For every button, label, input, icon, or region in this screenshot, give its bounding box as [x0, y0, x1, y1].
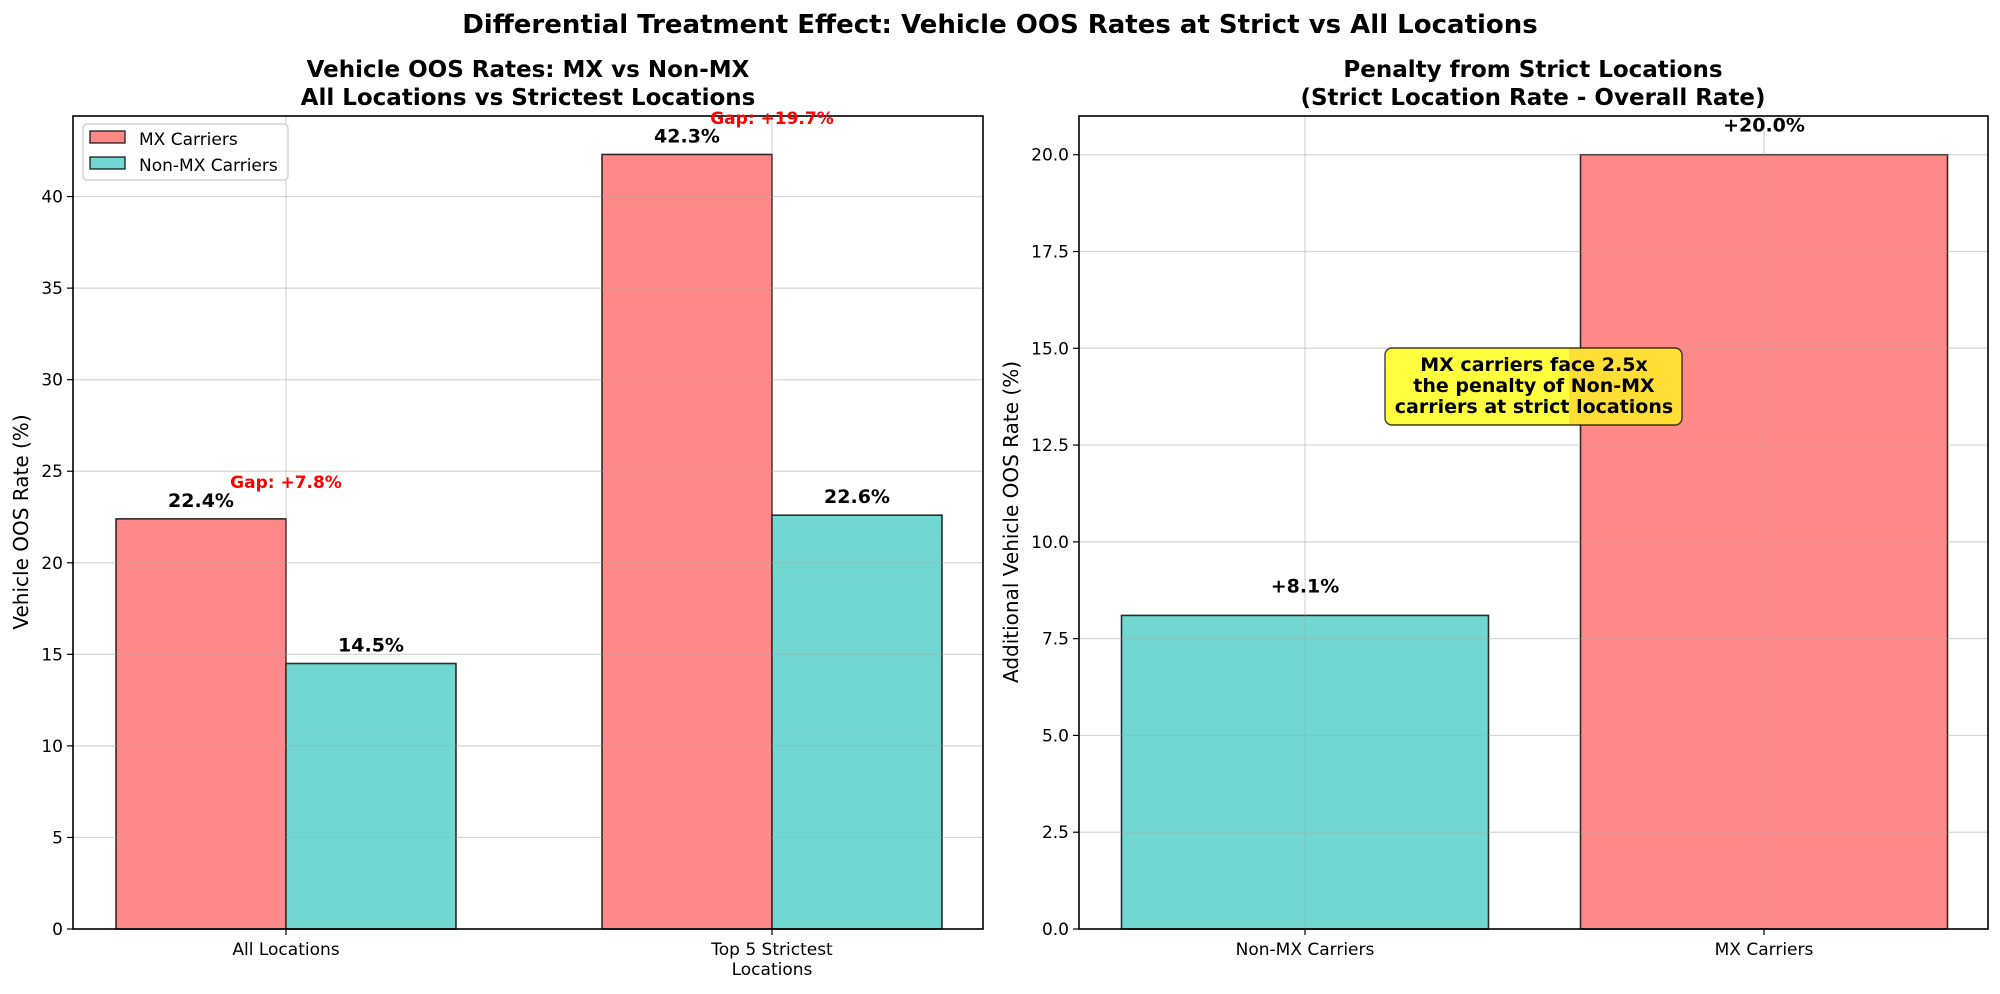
right-y-tick-label: 7.5 [1042, 630, 1069, 650]
legend-item-non-mx: Non-MX Carriers [89, 156, 278, 176]
left-y-tick-label: 25 [41, 462, 63, 482]
left-y-tick-label: 20 [41, 554, 63, 574]
left-chart-title-line-1: Vehicle OOS Rates: MX vs Non-MX [307, 57, 750, 83]
left-chart-title: Vehicle OOS Rates: MX vs Non-MX All Loca… [301, 57, 756, 111]
left-chart-frame [72, 115, 984, 930]
left-chart-y-ticks: 0 5 10 15 20 25 30 35 40 [41, 188, 73, 940]
annotation-callout: MX carriers face 2.5x the penalty of Non… [1384, 347, 1683, 426]
right-chart: Penalty from Strict Locations (Strict Lo… [999, 57, 1989, 960]
bar-value-label: +8.1% [1271, 575, 1340, 597]
gap-annotation: Gap: +19.7% [710, 109, 834, 129]
bar-value-label: 14.5% [338, 634, 404, 656]
right-x-tick-label: MX Carriers [1715, 940, 1814, 960]
legend-swatch-non-mx [89, 156, 126, 170]
bar-penalty-non-mx [1120, 614, 1490, 930]
annotation-line-3: carriers at strict locations [1395, 396, 1673, 418]
bar-non-mx-1 [771, 514, 943, 930]
legend-frame [82, 123, 289, 181]
left-y-tick-label: 15 [41, 645, 63, 665]
right-chart-frame [1078, 115, 1989, 930]
legend-item-mx: MX Carriers [89, 130, 238, 150]
bar-value-label: +20.0% [1723, 115, 1805, 137]
annotation-line-2: the penalty of Non-MX [1413, 375, 1655, 397]
left-y-tick-label: 10 [41, 737, 63, 757]
left-y-tick-label: 5 [52, 828, 63, 848]
right-chart-x-ticks: Non-MX Carriers MX Carriers [1236, 929, 1814, 960]
bar-value-label: 22.6% [824, 486, 890, 508]
right-chart-bar-labels: +8.1% +20.0% [1271, 115, 1805, 598]
bar-mx-0 [115, 518, 287, 930]
left-x-tick-label: Top 5 Strictest [710, 940, 833, 960]
right-chart-y-ticks: 0.0 2.5 5.0 7.5 10.0 12.5 15.0 17.5 20.0 [1031, 146, 1079, 940]
right-chart-title-line-1: Penalty from Strict Locations [1343, 57, 1722, 83]
left-y-tick-label: 30 [41, 371, 63, 391]
left-y-tick-label: 0 [52, 920, 63, 940]
legend-label-non-mx: Non-MX Carriers [139, 156, 278, 176]
right-chart-y-axis-label: Additional Vehicle OOS Rate (%) [999, 361, 1023, 683]
right-y-tick-label: 17.5 [1031, 243, 1069, 263]
legend-label-mx: MX Carriers [139, 130, 238, 150]
left-chart-title-line-2: All Locations vs Strictest Locations [301, 85, 756, 111]
bar-mx-1 [601, 153, 773, 930]
left-y-tick-label: 40 [41, 188, 63, 208]
bar-value-label: 42.3% [654, 125, 720, 147]
left-chart-bar-labels: 22.4% 42.3% 14.5% 22.6% Gap: +7.8% Gap: +19.7… [168, 109, 890, 657]
bar-value-label: 22.4% [168, 490, 234, 512]
bar-penalty-mx [1579, 153, 1949, 930]
left-chart: Vehicle OOS Rates: MX vs Non-MX All Loca… [9, 57, 984, 980]
right-x-tick-label: Non-MX Carriers [1236, 940, 1375, 960]
annotation-line-1: MX carriers face 2.5x [1420, 354, 1647, 376]
right-chart-bars [1120, 153, 1949, 930]
gap-annotation: Gap: +7.8% [230, 473, 342, 493]
left-y-tick-label: 35 [41, 279, 63, 299]
annotation-box [1384, 347, 1683, 426]
right-y-tick-label: 5.0 [1042, 726, 1069, 746]
right-y-tick-label: 12.5 [1031, 436, 1069, 456]
right-y-tick-label: 10.0 [1031, 533, 1069, 553]
legend: MX Carriers Non-MX Carriers [82, 123, 289, 181]
left-chart-y-axis-label: Vehicle OOS Rate (%) [9, 414, 33, 629]
right-chart-title-line-2: (Strict Location Rate - Overall Rate) [1300, 85, 1765, 111]
bar-non-mx-0 [285, 662, 457, 930]
right-chart-title: Penalty from Strict Locations (Strict Lo… [1300, 57, 1765, 111]
right-y-tick-label: 20.0 [1031, 146, 1069, 166]
figure-title: Differential Treatment Effect: Vehicle O… [462, 10, 1538, 40]
left-chart-bars [115, 153, 943, 930]
left-x-tick-label: Locations [732, 960, 813, 980]
right-y-tick-label: 0.0 [1042, 920, 1069, 940]
right-y-tick-label: 2.5 [1042, 823, 1069, 843]
legend-swatch-mx [89, 130, 126, 144]
left-x-tick-label: All Locations [232, 940, 339, 960]
right-y-tick-label: 15.0 [1031, 339, 1069, 359]
